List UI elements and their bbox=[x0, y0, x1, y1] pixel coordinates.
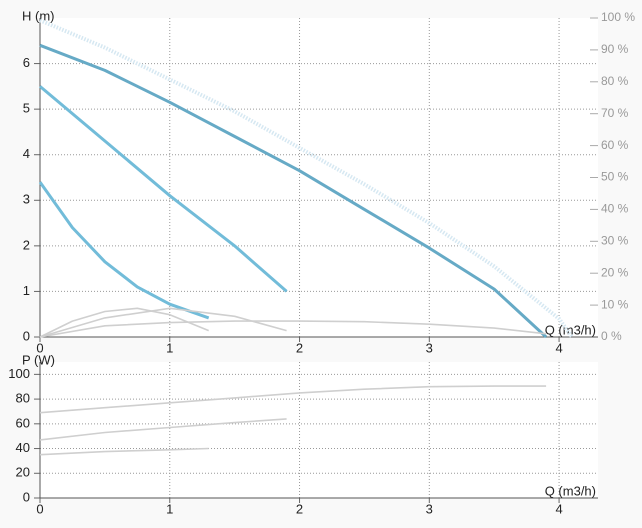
x-tick-label: 4 bbox=[555, 340, 562, 355]
curve bbox=[38, 181, 210, 320]
x-tick-label: 3 bbox=[426, 340, 433, 355]
y-tick-label: 4 bbox=[23, 146, 30, 161]
plot-area bbox=[40, 362, 598, 498]
y-tick-label: 2 bbox=[23, 237, 30, 252]
y2-tick-label: 40 % bbox=[601, 202, 629, 216]
y-axis-title: P (W) bbox=[22, 352, 55, 367]
x-tick-label: 1 bbox=[166, 340, 173, 355]
y2-tick-label: 70 % bbox=[601, 106, 629, 120]
x-tick-label: 0 bbox=[36, 501, 43, 516]
curve bbox=[39, 43, 548, 339]
x-tick-label: 1 bbox=[166, 501, 173, 516]
curve bbox=[39, 385, 547, 414]
y-tick-label: 0 bbox=[23, 489, 30, 504]
y2-tick-label: 30 % bbox=[601, 233, 629, 247]
plot-area bbox=[40, 18, 598, 337]
x-axis-title: Q (m3/h) bbox=[545, 322, 596, 337]
y2-tick-label: 90 % bbox=[601, 42, 629, 56]
y2-tick-label: 50 % bbox=[601, 170, 629, 184]
curve bbox=[39, 18, 574, 339]
x-axis-title: Q (m3/h) bbox=[545, 483, 596, 498]
y-tick-label: 3 bbox=[23, 192, 30, 207]
y2-tick-label: 20 % bbox=[601, 265, 629, 279]
x-tick-label: 4 bbox=[555, 501, 562, 516]
y-tick-label: 20 bbox=[16, 465, 30, 480]
y2-tick-label: 80 % bbox=[601, 74, 629, 88]
curve bbox=[39, 85, 288, 293]
y-tick-label: 80 bbox=[16, 391, 30, 406]
y2-tick-label: 0 % bbox=[601, 329, 622, 343]
y-tick-label: 60 bbox=[16, 415, 30, 430]
x-tick-label: 2 bbox=[296, 501, 303, 516]
y-tick-label: 40 bbox=[16, 440, 30, 455]
curve bbox=[39, 418, 287, 441]
y2-tick-label: 60 % bbox=[601, 138, 629, 152]
x-tick-label: 2 bbox=[296, 340, 303, 355]
x-tick-label: 3 bbox=[426, 501, 433, 516]
y-axis-title: H (m) bbox=[22, 8, 55, 23]
y-tick-label: 6 bbox=[23, 55, 30, 70]
y2-tick-label: 100 % bbox=[601, 10, 635, 24]
y-tick-label: 100 bbox=[8, 366, 30, 381]
y2-tick-label: 10 % bbox=[601, 297, 629, 311]
curve bbox=[39, 447, 209, 456]
curve bbox=[39, 320, 547, 338]
y-tick-label: 0 bbox=[23, 328, 30, 343]
y-tick-label: 5 bbox=[23, 101, 30, 116]
x-tick-label: 0 bbox=[36, 340, 43, 355]
curve bbox=[39, 307, 210, 338]
y-tick-label: 1 bbox=[23, 283, 30, 298]
